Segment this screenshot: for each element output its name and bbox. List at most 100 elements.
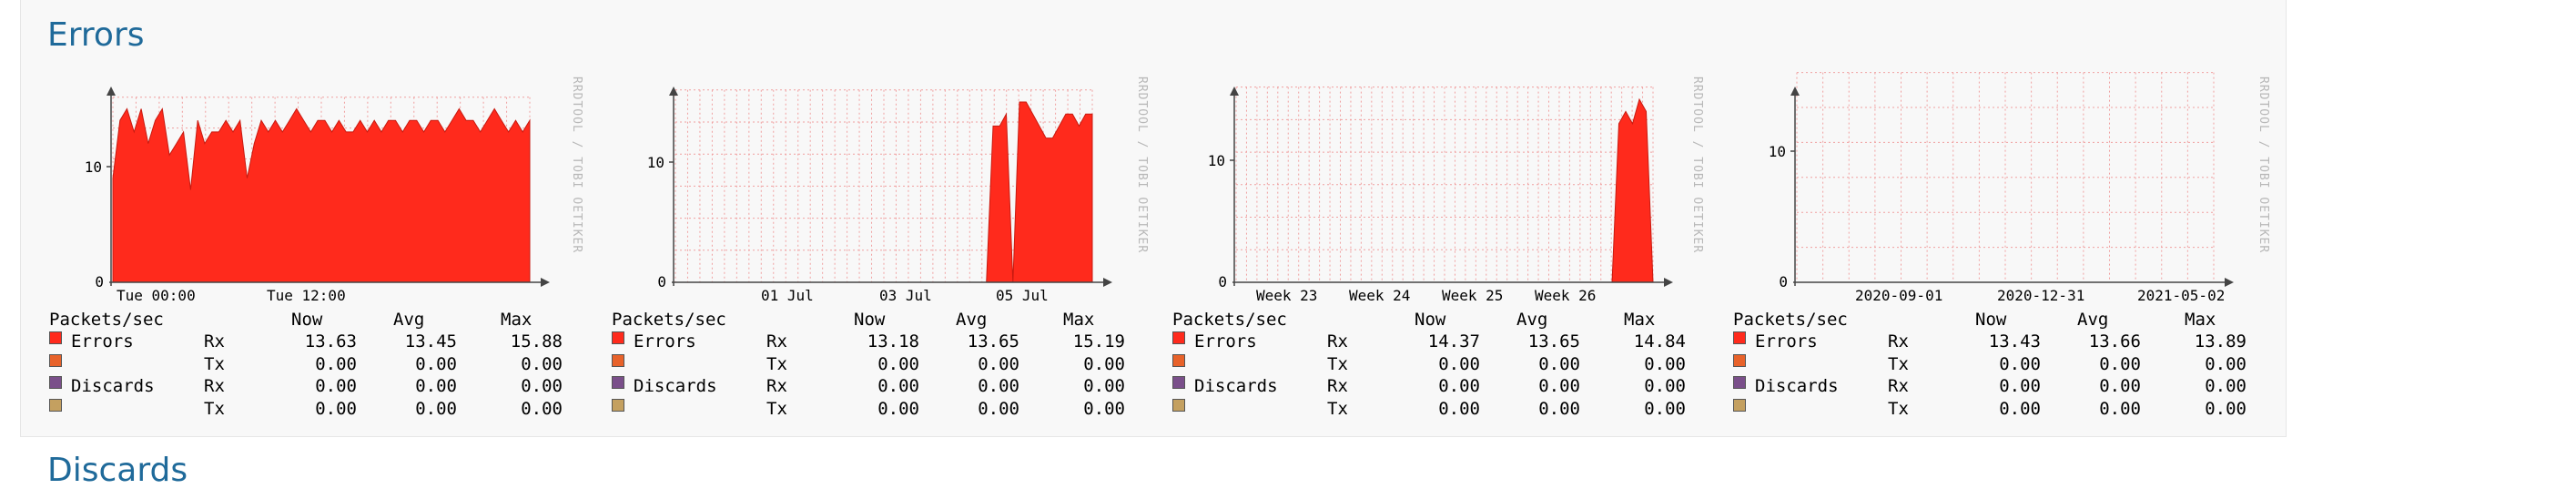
legend-header: Packets/sec Now Avg Max bbox=[49, 310, 604, 331]
graph-errors-year[interactable]: 10 0 2020-09-01 2020-12-31 2021-05-02 RRDTOOL… bbox=[1733, 72, 2288, 437]
legend-swatch bbox=[612, 353, 624, 367]
legend-swatch bbox=[1172, 353, 1185, 367]
chart-svg: 10 0 2020-09-01 2020-12-31 2021-05-02 bbox=[1769, 72, 2234, 304]
y-tick-label: 10 bbox=[1208, 152, 1225, 169]
rrdtool-watermark: RRDTOOL / TOBI OETIKER bbox=[1135, 76, 1149, 254]
legend-swatch bbox=[612, 376, 624, 389]
y-tick-label: 10 bbox=[1769, 143, 1786, 160]
legend-now-value: 13.18 bbox=[867, 331, 919, 351]
legend-row: Discards Rx 0.00 0.00 0.00 bbox=[1172, 376, 1728, 398]
legend-row: Errors Rx 13.63 13.45 15.88 bbox=[49, 331, 604, 353]
legend-max-value: 0.00 bbox=[1083, 376, 1125, 396]
y-tick-label: 0 bbox=[95, 273, 104, 290]
legend-avg-value: 0.00 bbox=[415, 398, 457, 419]
legend-column-header: Max bbox=[2185, 310, 2216, 330]
legend-swatch bbox=[1172, 376, 1185, 389]
legend-now-value: 0.00 bbox=[1438, 376, 1480, 396]
legend-swatch bbox=[1172, 331, 1185, 344]
legend-max-value: 0.00 bbox=[1083, 398, 1125, 419]
legend-unit: Packets/sec bbox=[1172, 310, 1287, 330]
legend-row: Discards Rx 0.00 0.00 0.00 bbox=[612, 376, 1167, 398]
legend-avg-value: 13.45 bbox=[404, 331, 457, 351]
legend-direction: Rx bbox=[204, 376, 225, 396]
legend-now-value: 0.00 bbox=[877, 353, 919, 374]
legend-swatch bbox=[49, 331, 62, 344]
legend-max-value: 0.00 bbox=[521, 353, 563, 374]
legend-avg-value: 0.00 bbox=[1538, 398, 1580, 419]
legend-direction: Tx bbox=[204, 398, 225, 419]
legend-direction: Tx bbox=[1327, 398, 1348, 419]
legend-row: Errors Rx 14.37 13.65 14.84 bbox=[1172, 331, 1728, 353]
graph-errors-month[interactable]: 10 0 Week 23 Week 24 Week 25 Week 26 RRDTOOL /… bbox=[1172, 73, 1728, 437]
legend-column-header: Now bbox=[291, 310, 323, 330]
legend-avg-value: 0.00 bbox=[1538, 376, 1580, 396]
legend-column-header: Avg bbox=[1516, 310, 1548, 330]
legend-row: Tx 0.00 0.00 0.00 bbox=[1172, 353, 1728, 376]
legend-swatch bbox=[612, 398, 624, 412]
legend-row: Discards Rx 0.00 0.00 0.00 bbox=[49, 376, 604, 398]
legend-row: Tx 0.00 0.00 0.00 bbox=[1172, 398, 1728, 421]
legend-unit: Packets/sec bbox=[49, 310, 164, 330]
legend-swatch bbox=[612, 331, 624, 344]
legend-series-name: Discards bbox=[71, 376, 155, 396]
axes bbox=[669, 87, 1112, 287]
legend-avg-value: 0.00 bbox=[2099, 398, 2141, 419]
legend-avg-value: 13.65 bbox=[1527, 331, 1580, 351]
legend-column-header: Avg bbox=[956, 310, 988, 330]
grid bbox=[1796, 72, 2215, 282]
legend-now-value: 14.37 bbox=[1427, 331, 1480, 351]
legend-direction: Tx bbox=[204, 353, 225, 374]
legend-now-value: 0.00 bbox=[877, 398, 919, 419]
legend-max-value: 15.19 bbox=[1072, 331, 1125, 351]
legend-series-name: Discards bbox=[1194, 376, 1278, 396]
legend-series-name: Errors bbox=[1194, 331, 1257, 351]
x-tick-label: Tue 12:00 bbox=[267, 287, 346, 304]
axes bbox=[1230, 87, 1673, 287]
chart-svg: 10 0 01 Jul 03 Jul 05 Jul bbox=[647, 87, 1112, 304]
x-tick-label: 2021-05-02 bbox=[2137, 287, 2225, 304]
legend-swatch bbox=[49, 398, 62, 412]
legend-max-value: 0.00 bbox=[1644, 398, 1686, 419]
chart-svg: 10 0 Tue 00:00 Tue 12:00 bbox=[85, 87, 550, 304]
legend-max-value: 14.84 bbox=[1633, 331, 1686, 351]
axes bbox=[1790, 87, 2234, 287]
legend-header: Packets/sec Now Avg Max bbox=[1172, 310, 1728, 331]
legend-swatch bbox=[49, 376, 62, 389]
legend-avg-value: 0.00 bbox=[978, 376, 1019, 396]
legend-direction: Rx bbox=[766, 331, 787, 351]
legend-now-value: 0.00 bbox=[315, 376, 357, 396]
legend-series-name: Errors bbox=[1755, 331, 1818, 351]
legend-now-value: 0.00 bbox=[877, 376, 919, 396]
graph-errors-day[interactable]: 10 0 Tue 00:00 Tue 12:00 RRDTOOL / TOBI OETI… bbox=[49, 73, 604, 437]
legend-row: Tx 0.00 0.00 0.00 bbox=[49, 398, 604, 421]
legend-swatch bbox=[1733, 331, 1746, 344]
legend-max-value: 0.00 bbox=[1083, 353, 1125, 374]
legend-row: Discards Rx 0.00 0.00 0.00 bbox=[1733, 376, 2288, 398]
legend-max-value: 0.00 bbox=[1644, 353, 1686, 374]
legend-avg-value: 13.66 bbox=[2088, 331, 2141, 351]
axes bbox=[106, 87, 550, 287]
legend-series-name: Errors bbox=[71, 331, 134, 351]
x-tick-label: Week 25 bbox=[1442, 287, 1503, 304]
legend-direction: Tx bbox=[766, 398, 787, 419]
legend-column-header: Max bbox=[1063, 310, 1095, 330]
legend-direction: Tx bbox=[1888, 398, 1909, 419]
legend-now-value: 0.00 bbox=[315, 353, 357, 374]
x-tick-label: Week 24 bbox=[1349, 287, 1410, 304]
legend-now-value: 0.00 bbox=[1999, 398, 2041, 419]
legend-row: Errors Rx 13.43 13.66 13.89 bbox=[1733, 331, 2288, 353]
legend-row: Tx 0.00 0.00 0.00 bbox=[612, 398, 1167, 421]
graph-errors-week[interactable]: 10 0 01 Jul 03 Jul 05 Jul RRDTOOL / TOBI OETI… bbox=[612, 73, 1167, 437]
legend-now-value: 0.00 bbox=[1999, 353, 2041, 374]
legend-now-value: 13.63 bbox=[304, 331, 357, 351]
legend-now-value: 0.00 bbox=[1999, 376, 2041, 396]
legend-header: Packets/sec Now Avg Max bbox=[612, 310, 1167, 331]
legend-now-value: 13.43 bbox=[1988, 331, 2041, 351]
series-errors-area bbox=[1236, 97, 1654, 283]
legend-row: Tx 0.00 0.00 0.00 bbox=[49, 353, 604, 376]
legend-avg-value: 0.00 bbox=[978, 398, 1019, 419]
legend-column-header: Max bbox=[1624, 310, 1656, 330]
legend-swatch bbox=[49, 353, 62, 367]
legend-header: Packets/sec Now Avg Max bbox=[1733, 310, 2288, 331]
y-tick-label: 0 bbox=[657, 273, 666, 290]
